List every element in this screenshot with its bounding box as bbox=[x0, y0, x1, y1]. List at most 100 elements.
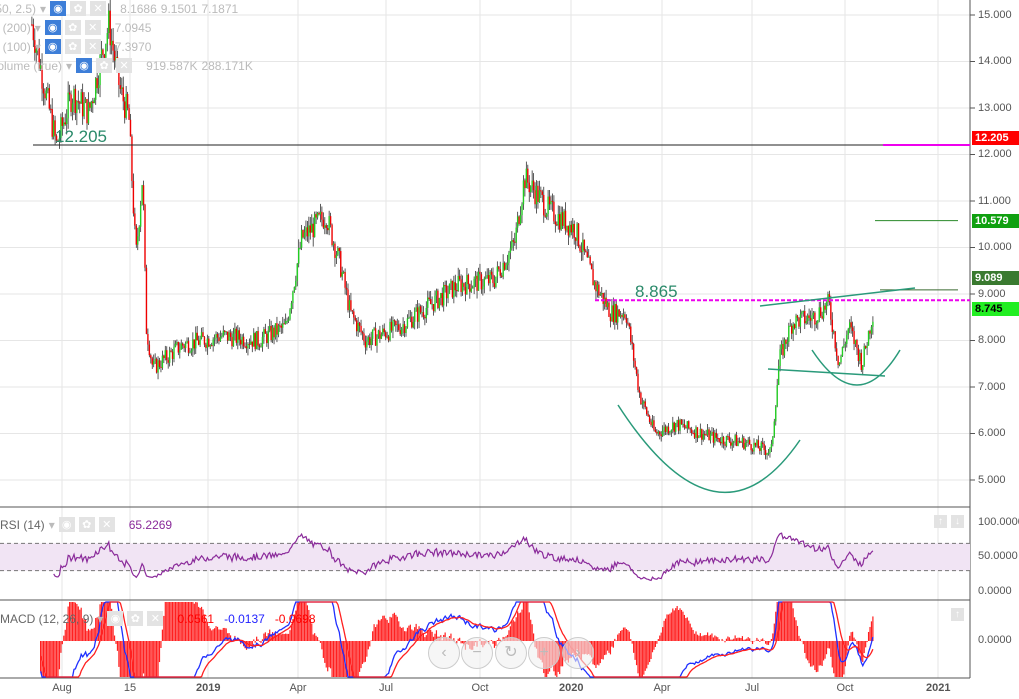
candle-body bbox=[619, 315, 622, 317]
macd-histogram-bar bbox=[379, 620, 381, 641]
support-label[interactable]: 12.205 bbox=[55, 127, 107, 146]
zoom-in-button[interactable]: + bbox=[528, 637, 560, 669]
candle-body bbox=[705, 434, 707, 436]
macd-histogram-bar bbox=[409, 624, 411, 641]
scroll-right-button[interactable]: › bbox=[562, 637, 594, 669]
eye-icon[interactable]: ◉ bbox=[76, 58, 93, 73]
macd-histogram-bar bbox=[461, 641, 464, 644]
candle-body bbox=[630, 326, 632, 343]
macd-histogram-bar bbox=[156, 641, 158, 677]
candle-body bbox=[328, 216, 330, 231]
legend-label[interactable]: MACD (12, 26, 9) bbox=[0, 611, 94, 626]
macd-histogram-bar bbox=[70, 602, 72, 641]
macd-histogram-bar bbox=[492, 641, 494, 644]
reset-button[interactable]: ↻ bbox=[495, 637, 527, 669]
chevron-down-icon[interactable]: ▾ bbox=[66, 58, 73, 73]
macd-histogram-bar bbox=[701, 636, 703, 641]
macd-histogram-bar bbox=[66, 622, 68, 641]
candle-body bbox=[128, 107, 130, 120]
gear-icon[interactable]: ✿ bbox=[70, 1, 87, 16]
candle-body bbox=[247, 343, 249, 349]
chevron-down-icon[interactable]: ▾ bbox=[48, 517, 55, 532]
macd-histogram-bar bbox=[347, 641, 349, 677]
candle-body bbox=[717, 437, 719, 439]
candle-body bbox=[31, 24, 33, 26]
candle-body bbox=[145, 267, 148, 334]
candle-body bbox=[177, 341, 180, 353]
candle-body bbox=[540, 190, 542, 192]
candle-body bbox=[837, 355, 839, 365]
macd-histogram-bar bbox=[763, 640, 765, 641]
candle-body bbox=[258, 345, 261, 347]
candle-body bbox=[667, 426, 670, 434]
legend-label[interactable]: RSI (14) bbox=[0, 517, 45, 532]
macd-histogram-bar bbox=[869, 626, 871, 641]
candle-body bbox=[377, 330, 380, 337]
eye-icon[interactable]: ◉ bbox=[107, 611, 124, 626]
chevron-down-icon[interactable]: ▾ bbox=[34, 20, 41, 35]
move-up-icon[interactable]: ↑ bbox=[934, 515, 947, 528]
candle-body bbox=[820, 307, 822, 317]
close-icon[interactable]: ✕ bbox=[90, 1, 107, 16]
candle-body bbox=[474, 275, 477, 279]
candle-body bbox=[196, 332, 198, 341]
macd-histogram-bar bbox=[853, 637, 855, 641]
chevron-down-icon[interactable]: ▾ bbox=[40, 1, 47, 16]
candle-body bbox=[493, 283, 496, 287]
close-icon[interactable]: ✕ bbox=[98, 517, 115, 532]
y-tick-label: 6.000 bbox=[978, 427, 1006, 439]
legend-label[interactable]: BB (50, 2.5) bbox=[0, 1, 37, 16]
candle-body bbox=[656, 431, 658, 434]
legend-label[interactable]: Volume (true) bbox=[0, 58, 63, 73]
macd-histogram-bar bbox=[100, 602, 103, 641]
move-down-icon[interactable]: ↓ bbox=[951, 515, 964, 528]
candle-body bbox=[514, 241, 516, 243]
scroll-left-button[interactable]: ‹ bbox=[428, 637, 460, 669]
neckline-label[interactable]: 8.865 bbox=[635, 282, 678, 301]
candle-body bbox=[48, 88, 51, 109]
candle-body bbox=[553, 201, 555, 222]
candle-body bbox=[437, 290, 439, 309]
candle-body bbox=[266, 333, 268, 344]
candle-body bbox=[448, 283, 451, 294]
gear-icon[interactable]: ✿ bbox=[64, 20, 81, 35]
candle-body bbox=[150, 355, 152, 359]
candle-body bbox=[369, 337, 371, 345]
macd-histogram-bar bbox=[664, 618, 667, 641]
eye-icon[interactable]: ◉ bbox=[50, 1, 67, 16]
eye-icon[interactable]: ◉ bbox=[58, 517, 75, 532]
candle-body bbox=[113, 50, 116, 61]
candle-body bbox=[292, 291, 294, 304]
eye-icon[interactable]: ◉ bbox=[44, 39, 61, 54]
macd-histogram-bar bbox=[612, 641, 614, 648]
candle-body bbox=[766, 453, 768, 455]
candle-body bbox=[102, 49, 104, 55]
legend-label[interactable]: MA (200) bbox=[0, 20, 31, 35]
zoom-out-button[interactable]: − bbox=[461, 637, 493, 669]
close-icon[interactable]: ✕ bbox=[116, 58, 133, 73]
macd-histogram-bar bbox=[216, 626, 219, 641]
gear-icon[interactable]: ✿ bbox=[78, 517, 95, 532]
macd-histogram-bar bbox=[695, 631, 697, 641]
legend-label[interactable]: MA (100) bbox=[0, 39, 31, 54]
close-icon[interactable]: ✕ bbox=[84, 39, 101, 54]
chevron-down-icon[interactable]: ▾ bbox=[34, 39, 41, 54]
macd-histogram-bar bbox=[812, 641, 815, 666]
macd-histogram-bar bbox=[644, 641, 646, 671]
eye-icon[interactable]: ◉ bbox=[44, 20, 61, 35]
macd-histogram-bar bbox=[161, 629, 164, 641]
candle-body bbox=[427, 297, 429, 308]
move-up-icon[interactable]: ↑ bbox=[951, 608, 964, 621]
candle-body bbox=[485, 277, 487, 279]
gear-icon[interactable]: ✿ bbox=[127, 611, 144, 626]
close-icon[interactable]: ✕ bbox=[147, 611, 164, 626]
gear-icon[interactable]: ✿ bbox=[96, 58, 113, 73]
close-icon[interactable]: ✕ bbox=[84, 20, 101, 35]
chevron-down-icon[interactable]: ▾ bbox=[97, 611, 104, 626]
macd-histogram-bar bbox=[385, 618, 387, 641]
candle-body bbox=[801, 311, 803, 315]
gear-icon[interactable]: ✿ bbox=[64, 39, 81, 54]
